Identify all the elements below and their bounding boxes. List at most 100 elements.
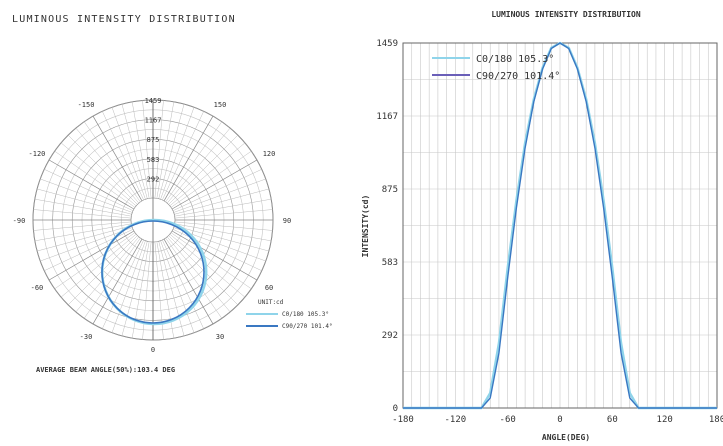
line-x-tick: -60: [500, 415, 516, 425]
line-y-tick: 1167: [376, 112, 398, 122]
polar-spoke: [40, 227, 133, 262]
polar-radial-tick: 875: [147, 136, 160, 144]
polar-series-curve: [101, 220, 205, 324]
polar-angle-tick: -90: [13, 217, 26, 225]
polar-spoke: [171, 159, 258, 210]
line-series: [403, 41, 717, 410]
polar-spoke: [174, 209, 273, 219]
polar-spoke: [169, 142, 246, 207]
polar-spoke: [34, 223, 132, 242]
polar-spoke: [172, 229, 262, 271]
polar-angle-tick: -150: [78, 101, 95, 109]
polar-spoke: [163, 238, 214, 325]
polar-spoke: [170, 150, 252, 208]
polar-legend-label-c90: C90/270 101.4°: [282, 323, 333, 330]
polar-angle-tick: 0: [151, 346, 155, 354]
polar-spoke: [121, 241, 148, 336]
line-y-tick: 1459: [376, 39, 398, 49]
polar-spoke: [37, 188, 132, 215]
polar-spoke: [165, 237, 223, 319]
polar-spoke: [54, 232, 136, 290]
polar-spoke: [67, 134, 138, 205]
polar-spoke: [162, 239, 204, 329]
polar-grid: [32, 99, 274, 341]
polar-spoke: [174, 223, 272, 242]
polar-spoke: [48, 230, 135, 281]
polar-spoke: [158, 241, 185, 336]
polar-unit-label: UNIT:cd: [258, 299, 284, 306]
polar-spoke: [60, 142, 137, 207]
polar-spoke: [33, 209, 132, 219]
polar-spoke: [102, 111, 144, 201]
polar-spoke: [83, 237, 141, 319]
line-legend: C0/180 105.3° C90/270 101.4°: [432, 54, 560, 82]
polar-spoke: [54, 150, 136, 208]
line-y-tick: 875: [382, 185, 398, 195]
polar-radial-tick: 1167: [145, 117, 162, 125]
polar-spoke: [160, 107, 195, 200]
polar-curves: [100, 218, 208, 326]
polar-spoke: [154, 100, 164, 199]
polar-angle-tick: 120: [263, 150, 276, 158]
polar-spoke: [33, 221, 132, 231]
polar-angle-tick: 90: [283, 217, 291, 225]
polar-spoke: [174, 188, 269, 215]
polar-footer: AVERAGE BEAM ANGLE(50%):103.4 DEG: [36, 366, 175, 374]
polar-spoke: [173, 178, 266, 213]
polar-angle-tick: 60: [265, 284, 273, 292]
line-y-tick: 292: [382, 331, 398, 341]
polar-spoke: [158, 104, 185, 199]
line-x-tick: -180: [392, 415, 414, 425]
line-x-tick: -120: [444, 415, 466, 425]
line-y-tick: 0: [393, 404, 398, 414]
line-series-path: [403, 42, 717, 409]
polar-spoke: [163, 115, 214, 202]
polar-spoke: [160, 240, 195, 333]
polar-spoke: [174, 221, 273, 231]
polar-labels: 1459 1167 875 583 292 -150 150 -120 120 -90 90 -60 6…: [13, 97, 292, 354]
polar-angle-tick: 150: [214, 101, 227, 109]
polar-radial-tick: 1459: [145, 97, 162, 105]
polar-radial-tick: 583: [147, 156, 160, 164]
polar-spoke: [174, 225, 269, 252]
polar-spoke: [162, 111, 204, 201]
polar-spoke: [92, 238, 143, 325]
polar-spoke: [168, 134, 239, 205]
polar-spoke: [131, 241, 150, 339]
polar-angle-tick: 30: [216, 333, 224, 341]
polar-angle-tick: -30: [80, 333, 93, 341]
polar-spoke: [75, 127, 140, 204]
line-x-tick: 180: [709, 415, 723, 425]
line-xlabel: ANGLE(DEG): [542, 433, 590, 442]
polar-spoke: [92, 115, 143, 202]
polar-spoke: [171, 230, 258, 281]
polar-legend: UNIT:cd C0/180 105.3° C90/270 101.4°: [246, 299, 333, 330]
line-ticks: -180 -120 -60 0 60 120 180 0 292 583 875 1167 1459: [376, 39, 723, 425]
polar-spoke: [156, 101, 175, 199]
polar-spoke: [131, 101, 150, 199]
polar-spoke: [111, 107, 146, 200]
polar-spoke: [170, 232, 252, 290]
line-title: LUMINOUS INTENSITY DISTRIBUTION: [491, 10, 640, 19]
line-legend-label-c90: C90/270 101.4°: [476, 71, 560, 82]
polar-angle-tick: -120: [29, 150, 46, 158]
polar-spoke: [34, 198, 132, 217]
polar-spoke: [121, 104, 148, 199]
polar-spoke: [174, 198, 272, 217]
polar-spoke: [48, 159, 135, 210]
polar-spoke: [111, 240, 146, 333]
polar-legend-label-c0: C0/180 105.3°: [282, 311, 329, 318]
polar-angle-tick: -60: [31, 284, 44, 292]
polar-spoke: [83, 121, 141, 203]
polar-spoke: [60, 233, 137, 298]
polar-spoke: [166, 236, 231, 313]
line-x-tick: 120: [657, 415, 673, 425]
polar-spoke: [37, 225, 132, 252]
polar-spoke: [166, 127, 231, 204]
polar-spoke: [40, 178, 133, 213]
polar-spoke: [165, 121, 223, 203]
polar-spoke: [44, 229, 134, 271]
